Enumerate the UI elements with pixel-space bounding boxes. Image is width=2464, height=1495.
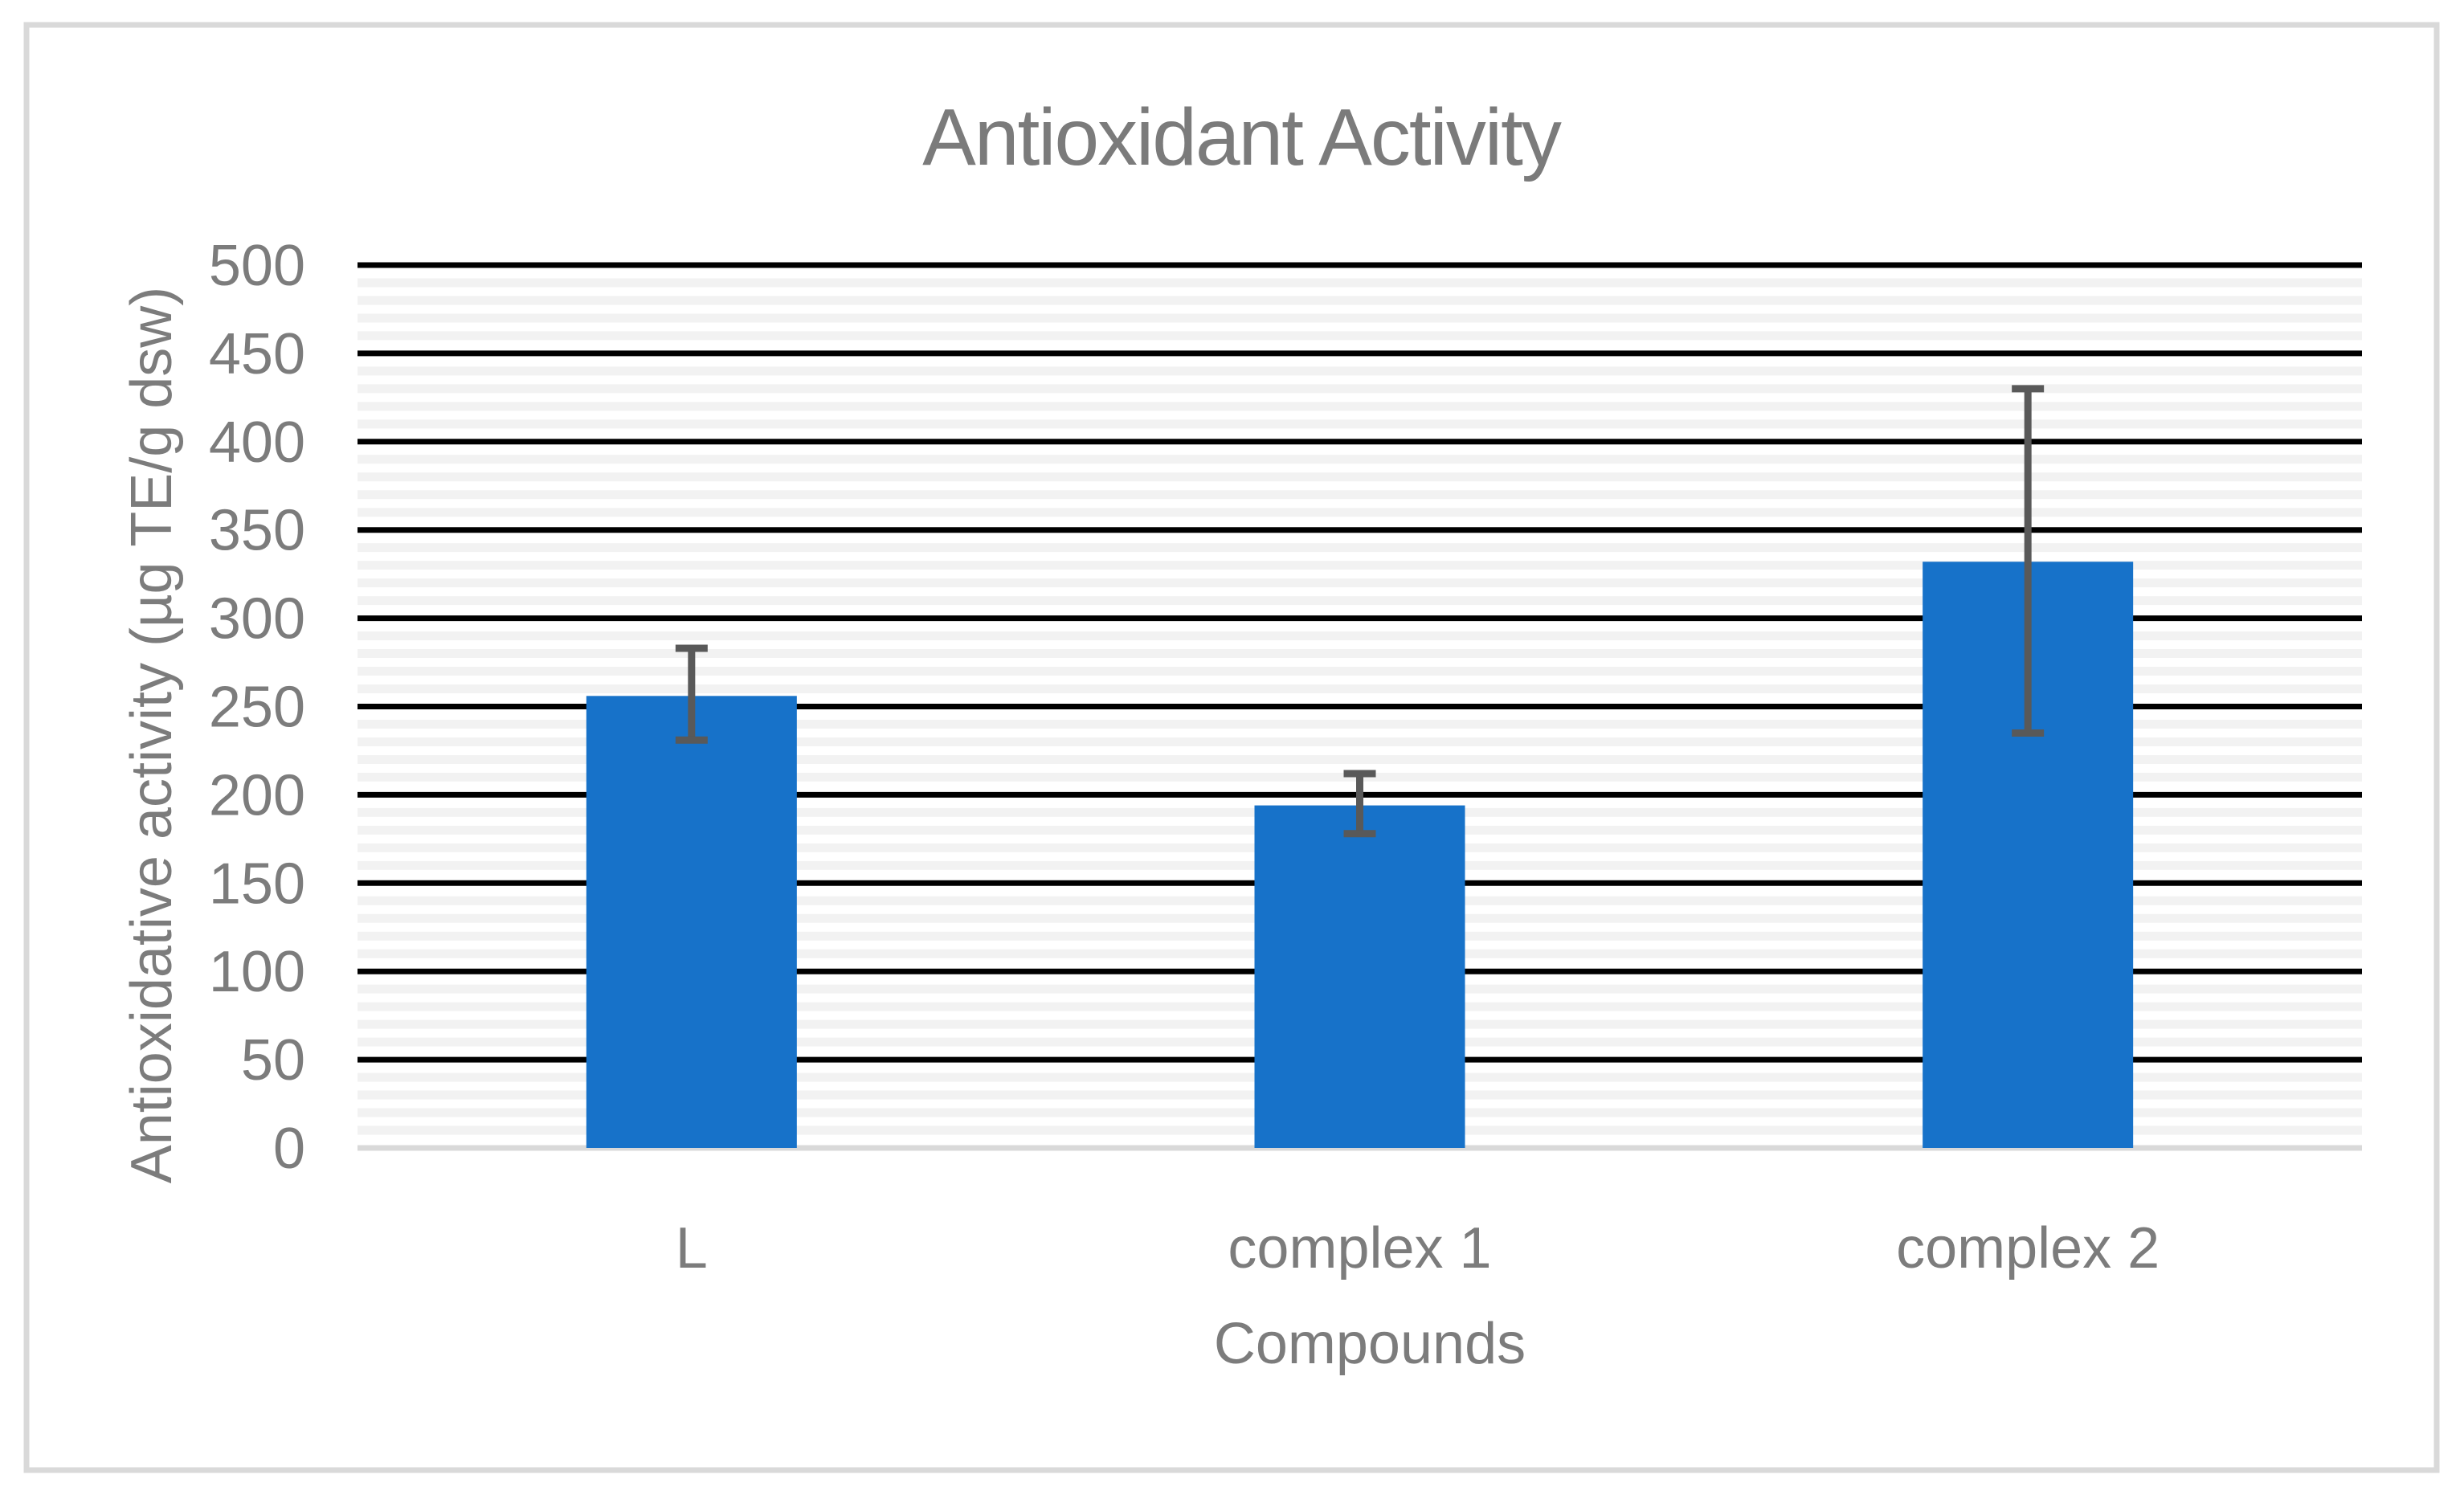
x-axis-title: Compounds xyxy=(1214,1312,1526,1376)
bars-group xyxy=(586,562,2134,1148)
y-tick-label: 500 xyxy=(209,234,305,298)
y-tick-label: 150 xyxy=(209,852,305,916)
y-tick-label: 450 xyxy=(209,322,305,386)
bar-complex-1 xyxy=(1254,805,1465,1148)
y-tick-label: 300 xyxy=(209,587,305,652)
y-tick-label: 100 xyxy=(209,940,305,1004)
chart-title: Antioxidant Activity xyxy=(922,92,1562,182)
y-tick-label: 0 xyxy=(273,1117,305,1181)
y-tick-label: 400 xyxy=(209,411,305,475)
y-axis-tick-labels: 0 50 100 150 200 250 300 350 400 450 500 xyxy=(209,234,305,1181)
category-label: L xyxy=(676,1216,708,1281)
error-bars-group xyxy=(675,385,2045,838)
category-label: complex 1 xyxy=(1228,1216,1491,1281)
y-tick-label: 50 xyxy=(241,1028,305,1093)
y-axis-title: Antioxidative activity (µg TE/g dsw) xyxy=(120,287,184,1184)
category-label: complex 2 xyxy=(1896,1216,2160,1281)
bar-L xyxy=(586,696,797,1148)
y-tick-label: 200 xyxy=(209,763,305,827)
y-tick-label: 350 xyxy=(209,499,305,563)
y-tick-label: 250 xyxy=(209,676,305,740)
